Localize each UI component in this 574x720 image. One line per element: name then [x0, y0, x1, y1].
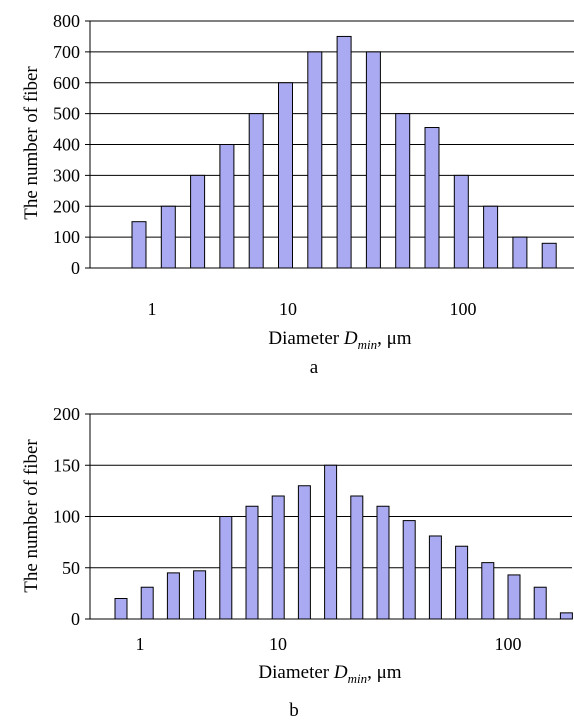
chart-b-bar — [350, 495, 364, 620]
chart-a-xtick-100: 100 — [450, 299, 477, 319]
chart-a-xlabel-suffix: , μm — [377, 328, 412, 349]
chart-a-axes — [85, 20, 574, 269]
chart-b-xtick-10: 10 — [269, 634, 287, 654]
chart-a-y-tick-label: 600 — [53, 73, 80, 93]
chart-a-xlabel-subscript: min — [358, 337, 378, 352]
chart-b-axes — [85, 413, 572, 620]
chart-a-bar — [219, 144, 235, 269]
chart-a-y-tick-label: 500 — [53, 104, 80, 124]
chart-a-x-axis-title: Diameter Dmin, μm — [268, 328, 411, 352]
chart-b-bar — [376, 505, 390, 620]
chart-a-y-tick-labels: 0 100 200 300 400 500 600 700 800 — [53, 11, 80, 278]
chart-b-bar — [533, 586, 547, 620]
chart-a-bar — [483, 205, 499, 269]
chart-b-panel-label: b — [289, 700, 299, 720]
chart-b-bar — [455, 545, 469, 620]
chart-b-bar — [428, 535, 442, 620]
chart-b-y-tick-label: 100 — [53, 507, 80, 527]
chart-a-bar — [278, 82, 293, 269]
chart-a-y-tick-label: 0 — [71, 258, 80, 278]
chart-b-y-tick-labels: 0 50 100 150 200 — [53, 404, 80, 629]
chart-a-bar — [131, 221, 147, 269]
chart-a-bar — [453, 174, 469, 269]
chart-a-bar — [424, 127, 440, 269]
chart-b-xtick-1: 1 — [136, 634, 145, 654]
chart-a-panel-label: a — [310, 357, 319, 378]
chart-a-xlabel-symbol: D — [343, 328, 358, 349]
chart-a-bar — [190, 174, 206, 269]
chart-a-bars — [131, 35, 557, 269]
chart-a-y-tick-label: 100 — [53, 227, 80, 247]
chart-b-bar — [271, 495, 285, 620]
chart-a-y-tick-label: 800 — [53, 11, 80, 31]
chart-a-xtick-10: 10 — [279, 299, 297, 319]
chart-a-gridlines — [90, 20, 574, 238]
chart-b-bar — [193, 570, 207, 620]
chart-a-bar — [365, 51, 381, 269]
chart-b-bar — [166, 572, 180, 620]
chart-b-x-axis-title: Diameter Dmin, μm — [258, 662, 401, 686]
chart-b-xlabel-prefix: Diameter — [258, 662, 333, 683]
chart-b-y-tick-label: 50 — [62, 558, 80, 578]
chart-a-xlabel-prefix: Diameter — [268, 328, 343, 349]
chart-a-y-tick-label: 200 — [53, 196, 80, 216]
chart-b-bar — [219, 516, 233, 620]
chart-a-bar — [395, 113, 411, 269]
chart-a-bar — [307, 51, 323, 269]
chart-b-bar — [402, 520, 416, 620]
chart-b-y-axis-title: The number of fiber — [21, 439, 42, 593]
chart-b-xlabel-subscript: min — [348, 671, 368, 686]
chart-b-y-tick-label: 200 — [53, 404, 80, 424]
chart-a-y-tick-label: 700 — [53, 42, 80, 62]
chart-a-y-tick-label: 400 — [53, 135, 80, 155]
chart-a-bar — [541, 242, 557, 269]
chart-a-y-axis-title: The number of fiber — [21, 66, 42, 220]
chart-b-xlabel-symbol: D — [333, 662, 348, 683]
chart-a-bar — [160, 205, 176, 269]
chart-a-xtick-1: 1 — [148, 299, 157, 319]
chart-b-bar — [297, 485, 311, 620]
chart-b-y-tick-label: 0 — [71, 609, 80, 629]
chart-b-y-tick-label: 150 — [53, 455, 80, 475]
chart-b-bar — [481, 562, 495, 620]
chart-b-bar — [507, 574, 521, 620]
chart-b-bar — [245, 505, 259, 620]
chart-b-bars — [114, 464, 573, 620]
chart-a-bar — [336, 35, 352, 269]
chart-b-bar — [140, 586, 154, 620]
chart-b-xtick-100: 100 — [495, 634, 522, 654]
chart-b-bar — [559, 612, 573, 620]
chart-a-bar — [248, 113, 264, 269]
chart-a: 0 100 200 300 400 500 600 700 800 1 10 100 The n… — [21, 11, 574, 378]
chart-b-bar — [324, 464, 338, 620]
chart-b: 0 50 100 150 200 1 10 100 The number of fibe… — [21, 404, 573, 720]
chart-b-xlabel-suffix: , μm — [367, 662, 402, 683]
chart-b-bar — [114, 598, 128, 620]
chart-a-bar — [512, 236, 528, 269]
chart-a-y-tick-label: 300 — [53, 165, 80, 185]
